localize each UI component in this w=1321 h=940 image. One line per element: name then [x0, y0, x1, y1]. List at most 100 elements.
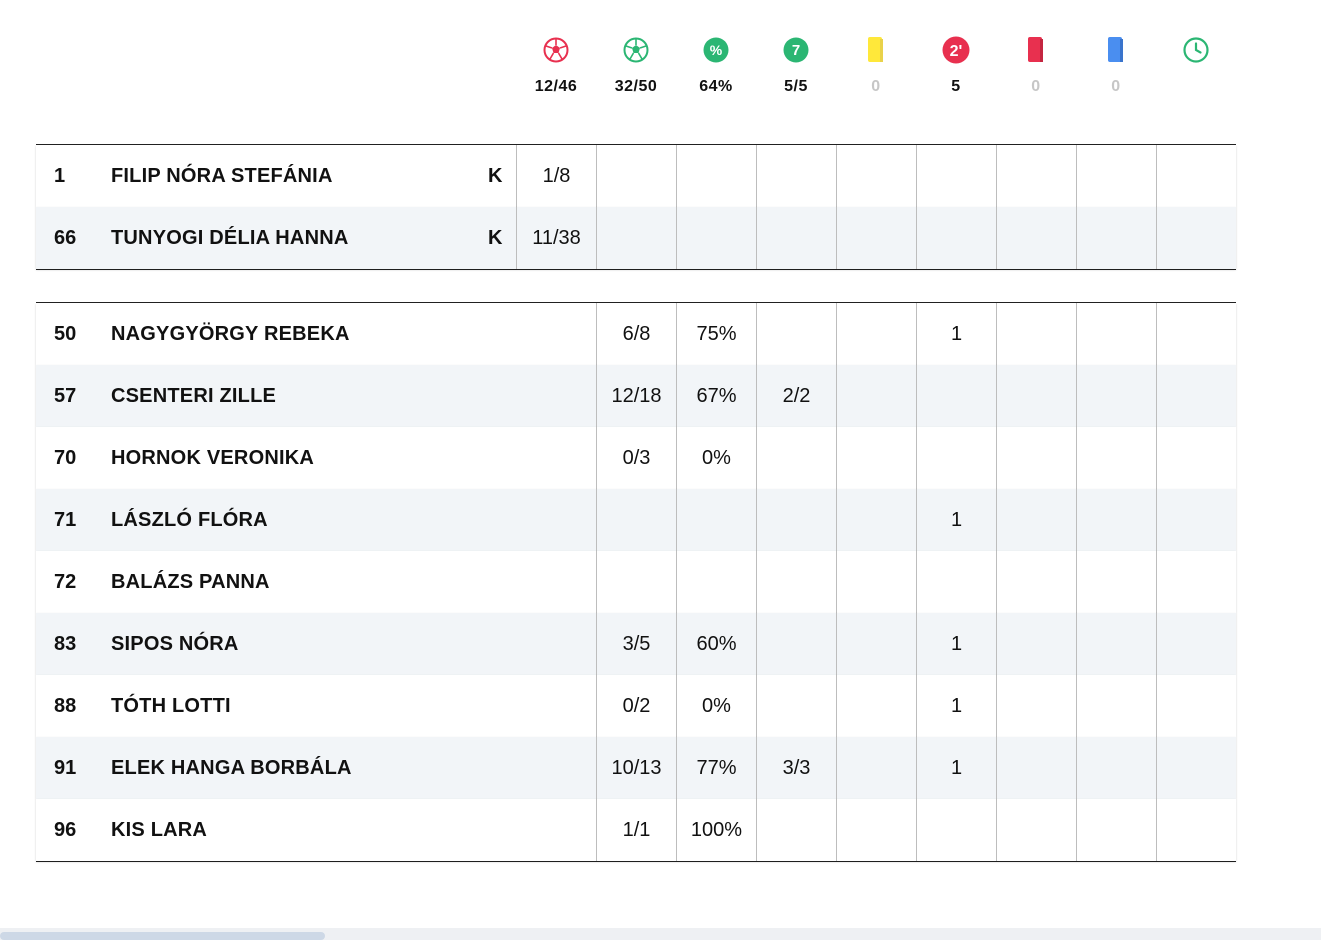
seven-meter-icon: 7 [783, 34, 809, 66]
cell-blue-card [1076, 675, 1156, 737]
player-number: 66 [54, 227, 77, 249]
cell-two-minute: 1 [916, 613, 996, 675]
cell-time [1156, 489, 1236, 551]
percent-icon-label: % [710, 42, 723, 58]
header-col-yellow-card: 0 [836, 34, 916, 96]
percent-icon: % [703, 34, 729, 66]
player-role: K [488, 227, 503, 249]
cell-percent: 0% [676, 675, 756, 737]
two-minute-icon: 2' [942, 34, 970, 66]
cell-goals: 6/8 [596, 303, 676, 365]
player-number: 1 [54, 165, 66, 187]
total-percent: 64% [699, 78, 733, 95]
cell-goals [596, 145, 676, 207]
cell-yellow-card [836, 207, 916, 269]
cell-seven-meter [756, 207, 836, 269]
cell-time [1156, 365, 1236, 427]
cell-two-minute: 1 [916, 675, 996, 737]
player-table: 50 NAGYGYÖRGY REBEKA 6/8 75% 1 57 CSENTE… [36, 302, 1236, 862]
cell-blue-card [1076, 551, 1156, 613]
cell-goals [596, 207, 676, 269]
ball-green-icon [623, 34, 649, 66]
table-row: 70 HORNOK VERONIKA 0/3 0% [36, 427, 1236, 489]
header-col-blue-card: 0 [1076, 34, 1156, 96]
cell-two-minute: 1 [916, 489, 996, 551]
cell-yellow-card [836, 427, 916, 489]
cell-red-card [996, 365, 1076, 427]
cell-time [1156, 799, 1236, 861]
cell-time [1156, 737, 1236, 799]
table-row: 96 KIS LARA 1/1 100% [36, 799, 1236, 861]
cell-seven-meter: 3/3 [756, 737, 836, 799]
table-row: 72 BALÁZS PANNA [36, 551, 1236, 613]
cell-time [1156, 303, 1236, 365]
cell-goals: 3/5 [596, 613, 676, 675]
cell-blue-card [1076, 613, 1156, 675]
cell-yellow-card [836, 489, 916, 551]
player-role: K [488, 165, 503, 187]
cell-seven-meter [756, 675, 836, 737]
cell-percent [676, 551, 756, 613]
cell-goals: 12/18 [596, 365, 676, 427]
cell-yellow-card [836, 737, 916, 799]
table-row: 83 SIPOS NÓRA 3/5 60% 1 [36, 613, 1236, 675]
cell-yellow-card [836, 145, 916, 207]
seven-meter-icon-label: 7 [792, 42, 800, 59]
goalkeeper-table: 1 FILIP NÓRA STEFÁNIA K 1/8 66 TUNYOGI D… [36, 144, 1236, 270]
table-row: 91 ELEK HANGA BORBÁLA 10/13 77% 3/3 1 [36, 737, 1236, 799]
cell-percent: 77% [676, 737, 756, 799]
header-col-saves: 12/46 [516, 34, 596, 96]
total-two-minutes: 5 [951, 78, 961, 95]
header-col-goals: 32/50 [596, 34, 676, 96]
player-number: 96 [54, 819, 77, 841]
cell-seven-meter: 2/2 [756, 365, 836, 427]
cell-yellow-card [836, 303, 916, 365]
cell-saves: 11/38 [516, 207, 596, 269]
blue-card-icon [1106, 34, 1126, 66]
table-row: 66 TUNYOGI DÉLIA HANNA K 11/38 [36, 207, 1236, 269]
cell-two-minute [916, 551, 996, 613]
cell-blue-card [1076, 489, 1156, 551]
cell-blue-card [1076, 303, 1156, 365]
player-number: 83 [54, 633, 77, 655]
cell-yellow-card [836, 365, 916, 427]
horizontal-scrollbar[interactable] [0, 928, 1321, 940]
cell-blue-card [1076, 737, 1156, 799]
cell-percent [676, 489, 756, 551]
cell-time [1156, 145, 1236, 207]
player-name: KIS LARA [111, 819, 208, 841]
cell-goals: 0/2 [596, 675, 676, 737]
cell-blue-card [1076, 207, 1156, 269]
cell-percent [676, 207, 756, 269]
cell-goals: 10/13 [596, 737, 676, 799]
total-blue-cards: 0 [1111, 78, 1121, 95]
cell-time [1156, 427, 1236, 489]
scrollbar-thumb[interactable] [0, 932, 325, 940]
cell-seven-meter [756, 145, 836, 207]
cell-goals: 0/3 [596, 427, 676, 489]
player-name: TUNYOGI DÉLIA HANNA [111, 227, 349, 249]
cell-goals [596, 551, 676, 613]
cell-blue-card [1076, 365, 1156, 427]
header-col-seven-meter: 7 5/5 [756, 34, 836, 96]
player-name: BALÁZS PANNA [111, 571, 270, 593]
cell-red-card [996, 613, 1076, 675]
header-col-percent: % 64% [676, 34, 756, 96]
player-name: ELEK HANGA BORBÁLA [111, 757, 352, 779]
cell-seven-meter [756, 551, 836, 613]
cell-red-card [996, 799, 1076, 861]
cell-blue-card [1076, 799, 1156, 861]
cell-percent [676, 145, 756, 207]
total-saves: 12/46 [534, 78, 578, 95]
cell-blue-card [1076, 427, 1156, 489]
table-row: 88 TÓTH LOTTI 0/2 0% 1 [36, 675, 1236, 737]
cell-seven-meter [756, 799, 836, 861]
cell-yellow-card [836, 551, 916, 613]
table-row: 1 FILIP NÓRA STEFÁNIA K 1/8 [36, 145, 1236, 207]
player-name: HORNOK VERONIKA [111, 447, 315, 469]
clock-icon [1183, 34, 1209, 66]
cell-two-minute [916, 427, 996, 489]
cell-seven-meter [756, 613, 836, 675]
cell-time [1156, 613, 1236, 675]
player-number: 57 [54, 385, 77, 407]
